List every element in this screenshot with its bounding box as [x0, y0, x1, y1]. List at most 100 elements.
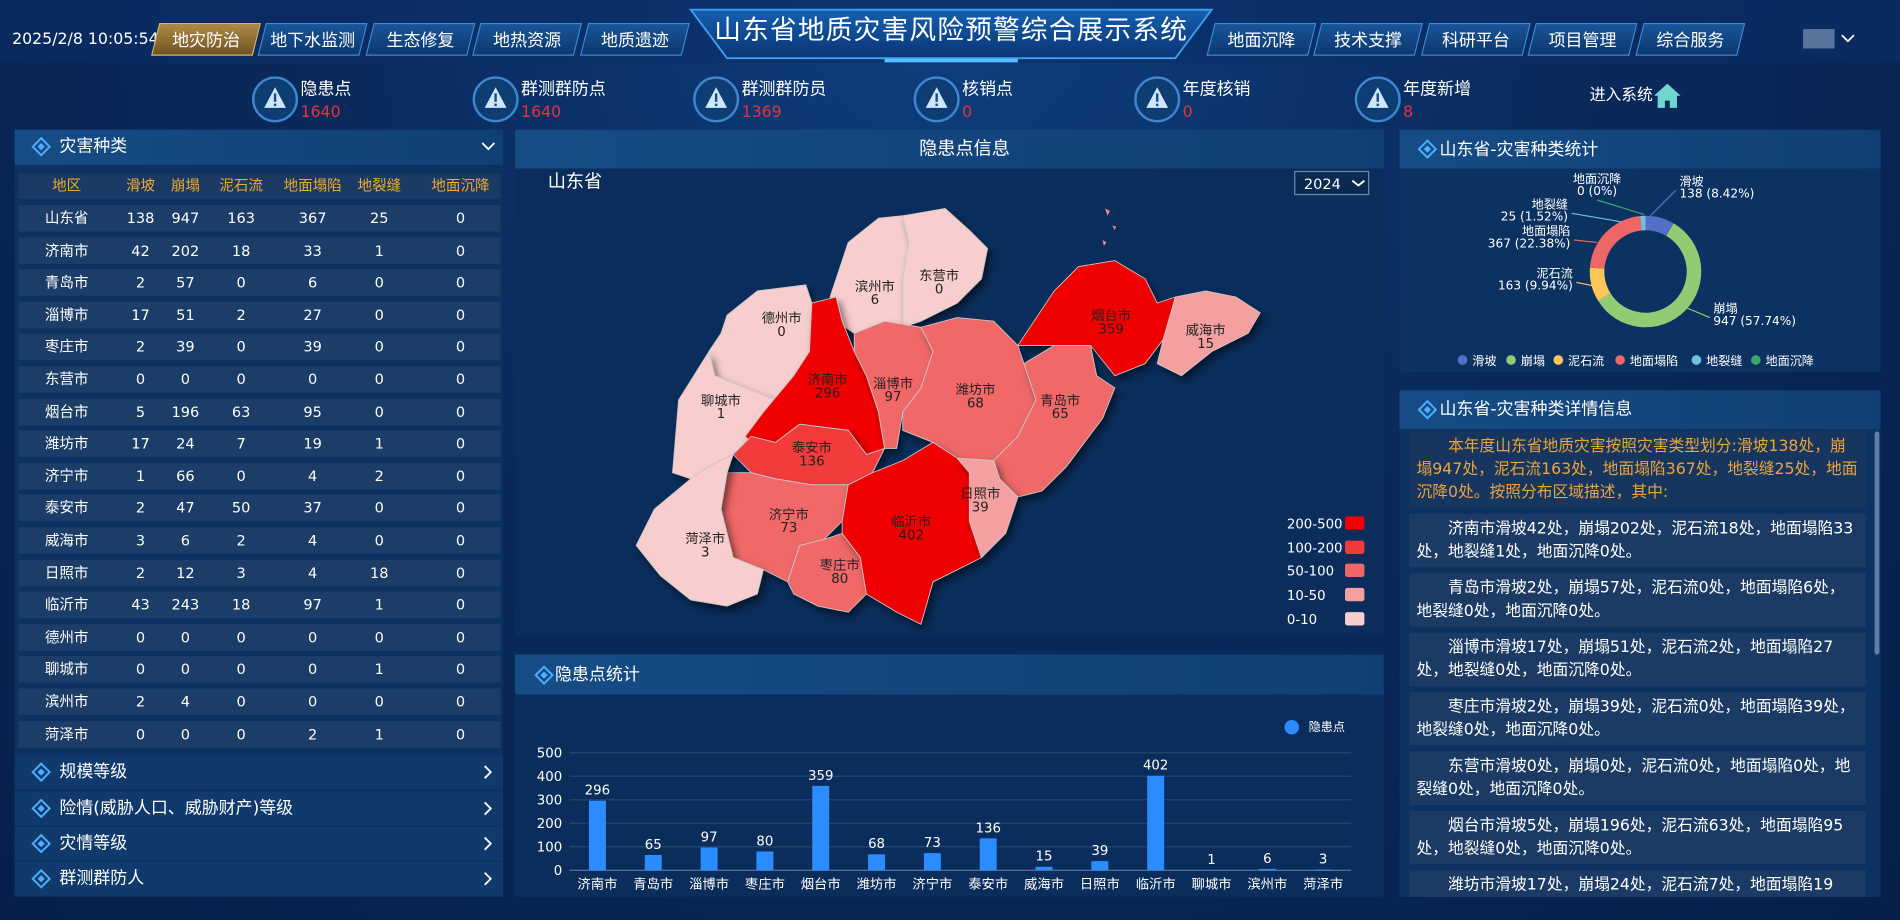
- table-cell: 0: [236, 661, 246, 679]
- stat-value: 1640: [300, 103, 341, 122]
- city-region[interactable]: [853, 320, 934, 449]
- enter-system[interactable]: 进入系统: [1589, 86, 1653, 105]
- slice-name: 滑坡: [1679, 174, 1703, 188]
- icon-warning: [273, 93, 277, 102]
- table-cell: 3: [236, 564, 246, 582]
- table-cell: 42: [131, 241, 150, 259]
- donut-slice: [1589, 216, 1642, 269]
- accordion-title: 群测群防人: [59, 869, 145, 889]
- collapse-arrow[interactable]: [480, 139, 497, 154]
- bar: [1314, 869, 1332, 871]
- x-tick-label: 威海市: [1024, 875, 1064, 892]
- city-region[interactable]: [956, 457, 1019, 559]
- data-label: 296: [585, 784, 610, 799]
- expand-arrow: [484, 872, 493, 886]
- city-region[interactable]: [829, 215, 910, 334]
- icon-warning: [1155, 103, 1159, 107]
- table-cell: 2: [236, 306, 246, 324]
- user-menu-arrow[interactable]: [1841, 34, 1855, 43]
- x-tick-label: 滨州市: [1247, 875, 1287, 892]
- detail-item: 烟台市滑坡5处，崩塌196处，泥石流63处，地面塌陷95处，地裂缝0处，地面沉降…: [1409, 810, 1867, 865]
- expand-arrow: [484, 765, 493, 779]
- city-name: 青岛市: [1040, 392, 1080, 409]
- table-cell: 18: [231, 241, 251, 259]
- table-cell: 0: [236, 467, 246, 485]
- table-cell: 0: [455, 564, 466, 582]
- nav-tab[interactable]: 地面沉降: [1211, 23, 1313, 56]
- table-cell: 3: [135, 532, 146, 550]
- city-value: 3: [701, 545, 709, 560]
- nav-tab[interactable]: 地热资源: [476, 23, 578, 56]
- table-cell: 山东省: [44, 209, 89, 227]
- legend-label: 50-100: [1287, 565, 1334, 580]
- user-avatar[interactable]: [1803, 29, 1835, 49]
- stat-value: 8: [1403, 103, 1414, 122]
- table-row: [18, 333, 501, 361]
- table-cell: 50: [231, 499, 251, 517]
- nav-tab[interactable]: 项目管理: [1532, 23, 1634, 56]
- icon-warning: [935, 103, 938, 107]
- legend-label: 地裂缝: [1706, 353, 1742, 368]
- panel-icon: [31, 833, 51, 854]
- scrollbar[interactable]: [1874, 431, 1880, 655]
- city-name: 临沂市: [891, 513, 931, 530]
- table-cell: 47: [176, 499, 195, 517]
- expand-arrow: [484, 801, 493, 816]
- accordion-row[interactable]: [14, 791, 503, 826]
- icon-shape: [37, 143, 45, 151]
- table-cell: 2: [135, 338, 146, 356]
- leader-line: [1573, 239, 1598, 244]
- icon-warning: [1376, 103, 1379, 107]
- table-cell: 0: [307, 628, 318, 646]
- city-region[interactable]: [635, 453, 764, 607]
- city-region[interactable]: [902, 208, 989, 328]
- icon-warning: [714, 93, 718, 102]
- nav-tab[interactable]: 综合服务: [1639, 23, 1741, 56]
- accordion-row[interactable]: [14, 826, 503, 861]
- city-value: 6: [871, 293, 879, 308]
- table-cell: 菏泽市: [44, 725, 89, 743]
- slice-name: 地面沉降: [1573, 172, 1621, 186]
- table-row: [18, 495, 501, 522]
- stat-icon: [1354, 76, 1401, 123]
- table-cell: 95: [303, 403, 322, 421]
- table-cell: 33: [303, 241, 322, 259]
- slice-label: 163 (9.94%): [1498, 279, 1573, 293]
- table-cell: 泰安市: [44, 499, 89, 517]
- accordion-row[interactable]: [14, 755, 503, 790]
- nav-tab[interactable]: 技术支撑: [1317, 23, 1419, 56]
- table-cell: 2: [135, 693, 146, 711]
- bar: [588, 800, 606, 871]
- table-cell: 0: [135, 661, 146, 679]
- home-icon[interactable]: [1653, 82, 1682, 109]
- table-cell: 东营市: [44, 370, 89, 388]
- legend-marker: [1615, 355, 1625, 365]
- stat-label: 群测群防点: [521, 79, 606, 100]
- city-name: 潍坊市: [955, 381, 995, 398]
- table-cell: 2: [374, 467, 384, 485]
- slice-label: 367 (22.38%): [1488, 236, 1571, 250]
- city-name: 威海市: [1186, 322, 1226, 339]
- icon-shape: [534, 665, 554, 685]
- city-region[interactable]: [993, 345, 1116, 498]
- nav-tab[interactable]: 地质遗迹: [584, 23, 686, 56]
- year-select[interactable]: 2024: [1294, 170, 1370, 196]
- nav-tab[interactable]: 地灾防治: [155, 23, 257, 56]
- x-tick-label: 济南市: [577, 875, 617, 892]
- table-cell: 1: [374, 725, 384, 743]
- legend-label: 地面沉降: [1765, 354, 1813, 368]
- nav-tab[interactable]: 地下水监测: [262, 23, 364, 56]
- bar: [1091, 861, 1109, 871]
- nav-tab[interactable]: 科研平台: [1425, 23, 1527, 56]
- nav-tab[interactable]: 生态修复: [370, 23, 472, 56]
- table-row: [18, 527, 501, 554]
- table-cell: 0: [455, 370, 466, 388]
- accordion-title: 灾情等级: [59, 833, 128, 854]
- accordion-row[interactable]: [14, 861, 503, 896]
- table-cell: 0: [236, 370, 246, 388]
- city-region[interactable]: [1156, 290, 1261, 377]
- data-label: 402: [1143, 759, 1168, 774]
- legend-label: 100-200: [1287, 542, 1343, 557]
